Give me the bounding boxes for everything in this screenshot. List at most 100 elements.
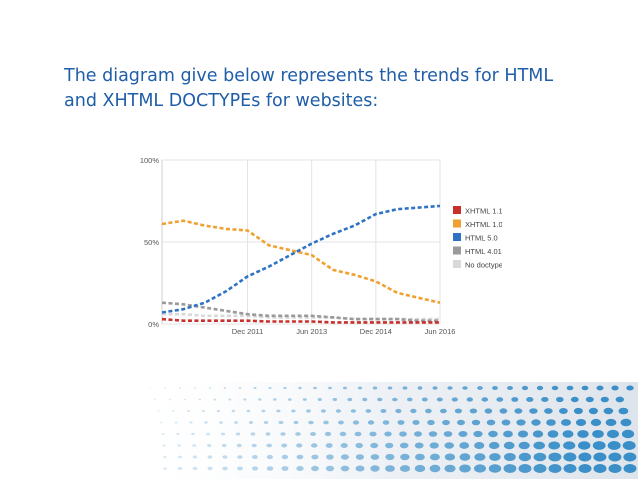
- decorative-dot: [585, 396, 594, 403]
- decorative-dot: [548, 452, 562, 462]
- decorative-dot: [216, 409, 220, 413]
- line-chart: 100% 50% 0% Dec 2011 Jun 2013 Dec 2014 Jun 201…: [140, 156, 502, 336]
- decorative-dot: [489, 453, 501, 461]
- decorative-dot: [620, 418, 632, 427]
- decorative-dot: [306, 409, 311, 413]
- decorative-dot: [596, 385, 604, 391]
- decorative-dot: [429, 442, 439, 449]
- decorative-dot: [377, 397, 383, 402]
- decorative-dot: [223, 387, 227, 389]
- decorative-dot: [332, 398, 338, 401]
- decorative-dot: [503, 441, 515, 450]
- decorative-dot: [573, 407, 583, 415]
- decorative-dot: [219, 421, 223, 424]
- decorative-dot: [442, 419, 450, 426]
- decorative-dot: [206, 432, 210, 436]
- decorative-dot: [603, 407, 614, 415]
- decorative-dot: [310, 432, 316, 436]
- legend-label: XHTML 1.1: [465, 207, 502, 216]
- decorative-dot: [192, 466, 198, 471]
- decorative-dot: [365, 409, 372, 413]
- decorative-dot: [382, 420, 390, 425]
- decorative-dot: [588, 407, 599, 415]
- decorative-dot: [380, 409, 387, 413]
- decorative-dot: [268, 386, 272, 390]
- decorative-dot: [399, 431, 407, 437]
- decorative-dot: [163, 467, 167, 470]
- decorative-dot: [566, 385, 574, 391]
- decorative-dot: [511, 397, 519, 402]
- decorative-dot: [324, 431, 332, 437]
- decorative-dot: [471, 419, 481, 426]
- decorative-dot: [615, 396, 624, 403]
- decorative-dot: [556, 396, 564, 403]
- decorative-dot: [266, 454, 273, 460]
- decorative-dot: [208, 387, 212, 389]
- decorative-dot: [280, 432, 286, 436]
- decorative-dot: [414, 442, 424, 449]
- decorative-dot: [548, 464, 562, 473]
- decorative-dot: [541, 397, 549, 402]
- decorative-dot: [533, 441, 545, 450]
- decorative-dot: [362, 397, 368, 402]
- decorative-dot: [153, 398, 156, 401]
- decorative-dot: [503, 464, 517, 473]
- decorative-dot: [407, 397, 413, 402]
- decorative-dot: [340, 465, 350, 472]
- decorative-dot: [179, 387, 181, 389]
- decorative-dot: [503, 430, 513, 438]
- decorative-dot: [283, 386, 287, 390]
- decorative-dot: [488, 441, 500, 450]
- decorative-dot: [517, 430, 529, 438]
- decorative-dot: [265, 432, 271, 436]
- decorative-dot: [251, 443, 257, 448]
- decorative-dot: [198, 398, 202, 401]
- decorative-dot: [421, 397, 428, 402]
- series-line-html-4-01: [161, 301, 440, 322]
- decorative-dot: [370, 465, 380, 472]
- decorative-dot: [162, 444, 166, 447]
- decorative-dot: [251, 466, 259, 471]
- decorative-dot: [191, 432, 195, 436]
- decorative-dot: [622, 441, 636, 450]
- decorative-dot: [492, 386, 498, 390]
- legend-swatch: [453, 219, 461, 228]
- decorative-dot: [533, 464, 547, 473]
- pattern-backdrop: [130, 382, 638, 479]
- decorative-dot: [466, 397, 473, 402]
- decorative-dot: [474, 464, 486, 473]
- decorative-dot: [499, 408, 508, 414]
- decorative-dot: [246, 409, 251, 413]
- y-tick-label: 0%: [148, 320, 159, 329]
- decorative-dot: [559, 408, 568, 414]
- decorative-dot: [293, 420, 299, 425]
- decorative-dot: [258, 398, 262, 401]
- decorative-dot: [222, 455, 228, 459]
- decorative-dot: [338, 420, 344, 425]
- decorative-dot: [563, 441, 576, 450]
- decorative-dot: [514, 408, 523, 414]
- series-line-xhtml-1-1: [161, 317, 440, 324]
- decorative-dot: [384, 431, 392, 437]
- decorative-dot: [192, 455, 198, 459]
- decorative-dot: [340, 443, 348, 448]
- decorative-dot: [266, 466, 274, 471]
- decorative-dot: [339, 431, 347, 437]
- decorative-dot: [317, 398, 322, 401]
- decorative-dot: [578, 452, 592, 462]
- x-tick-label: Dec 2014: [360, 327, 392, 336]
- decorative-dot: [273, 398, 277, 401]
- decorative-dot: [370, 442, 379, 449]
- decorative-dot: [444, 464, 456, 473]
- decorative-dot: [443, 431, 453, 437]
- decorative-dot: [238, 387, 242, 389]
- decorative-dot: [352, 420, 360, 425]
- decorative-dot: [367, 420, 375, 425]
- decorative-dot: [159, 421, 163, 424]
- decorative-dot: [392, 397, 398, 402]
- decorative-dot: [163, 455, 167, 459]
- series-line-html-5-0: [161, 204, 441, 314]
- decorative-dot: [593, 464, 607, 473]
- decorative-dot: [281, 454, 289, 460]
- decorative-dot: [529, 408, 538, 414]
